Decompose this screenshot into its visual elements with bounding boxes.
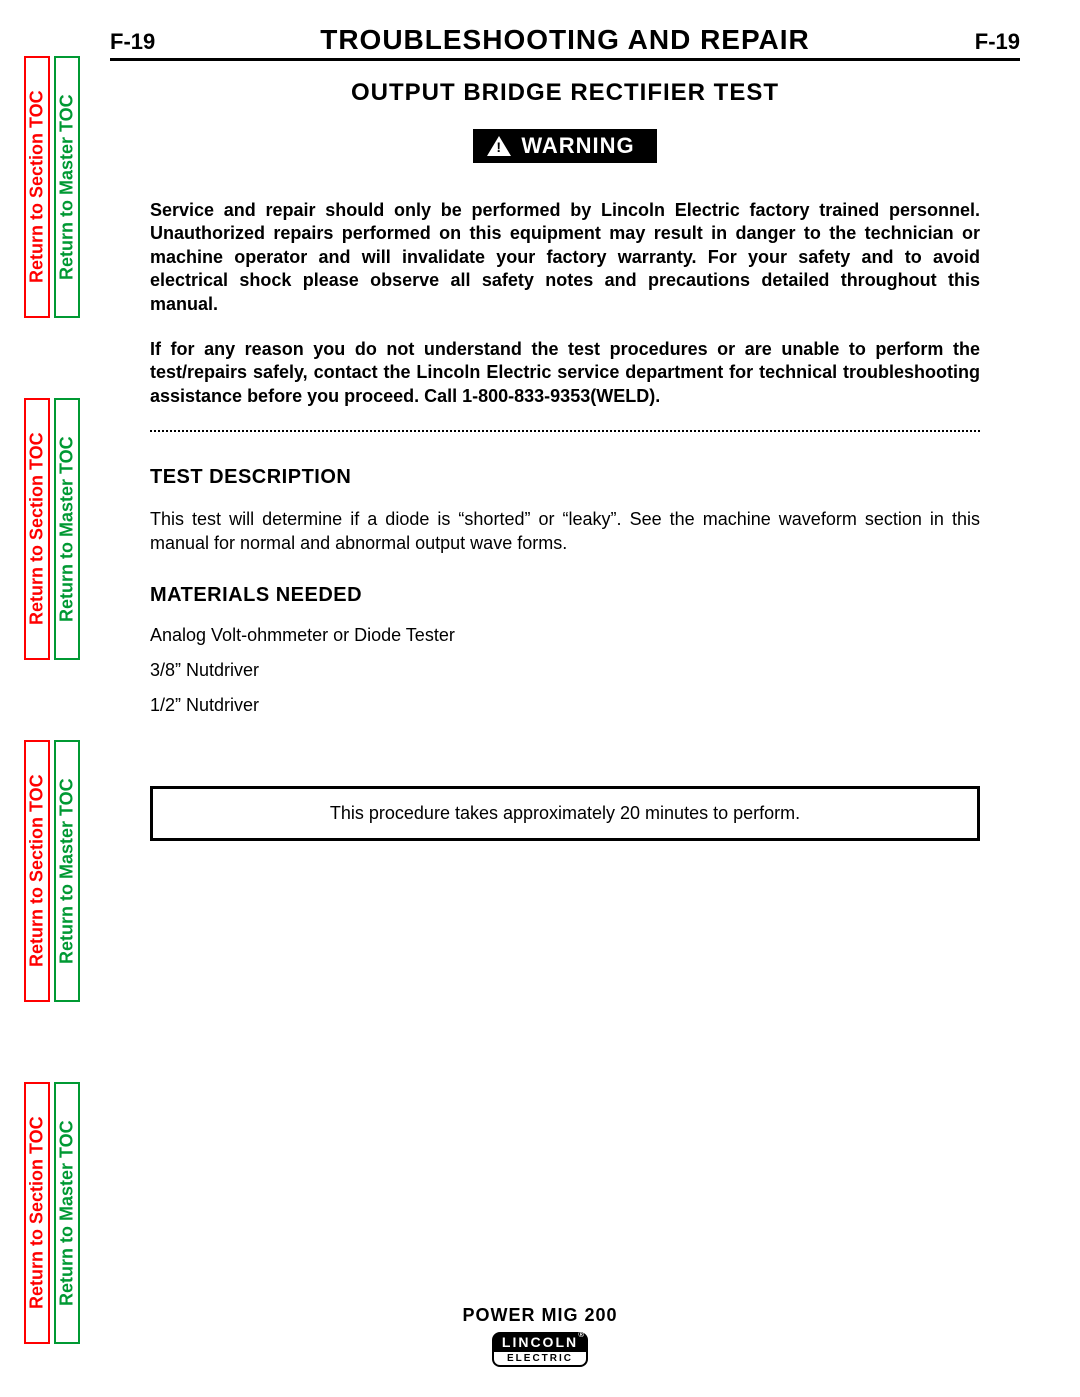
time-note-text: This procedure takes approximately 20 mi… — [330, 803, 800, 823]
warning-banner: WARNING — [473, 129, 656, 163]
warning-paragraph-1: Service and repair should only be perfor… — [150, 199, 980, 316]
logo-top-text: LINCOLN — [502, 1334, 578, 1350]
return-master-toc-2[interactable]: Return to Master TOC — [54, 398, 80, 660]
test-description-heading: TEST DESCRIPTION — [150, 466, 980, 489]
page-header: F-19 TROUBLESHOOTING AND REPAIR F-19 — [110, 24, 1020, 61]
logo-bottom: ELECTRIC — [492, 1352, 588, 1367]
warning-icon — [487, 136, 511, 156]
return-section-toc-3[interactable]: Return to Section TOC — [24, 740, 50, 1002]
warning-label: WARNING — [521, 133, 634, 159]
page: Return to Section TOC Return to Master T… — [0, 0, 1080, 1397]
warning-banner-wrap: WARNING — [110, 129, 1020, 163]
return-master-toc-1[interactable]: Return to Master TOC — [54, 56, 80, 318]
return-section-toc-2[interactable]: Return to Section TOC — [24, 398, 50, 660]
return-section-toc-1[interactable]: Return to Section TOC — [24, 56, 50, 318]
material-item-1: 3/8” Nutdriver — [150, 660, 980, 681]
body: Service and repair should only be perfor… — [110, 199, 1020, 841]
footer-model: POWER MIG 200 — [0, 1305, 1080, 1326]
page-number-left: F-19 — [110, 29, 155, 55]
page-subtitle: OUTPUT BRIDGE RECTIFIER TEST — [110, 79, 1020, 107]
logo-registered: ® — [578, 1330, 586, 1339]
warning-paragraph-2: If for any reason you do not understand … — [150, 338, 980, 408]
page-footer: POWER MIG 200 LINCOLN ® ELECTRIC — [0, 1305, 1080, 1367]
page-number-right: F-19 — [975, 29, 1020, 55]
test-description-text: This test will determine if a diode is “… — [150, 507, 980, 556]
materials-heading: MATERIALS NEEDED — [150, 584, 980, 607]
material-item-0: Analog Volt-ohmmeter or Diode Tester — [150, 625, 980, 646]
side-tabs: Return to Section TOC Return to Master T… — [24, 0, 84, 1397]
time-note-box: This procedure takes approximately 20 mi… — [150, 786, 980, 841]
material-item-2: 1/2” Nutdriver — [150, 695, 980, 716]
dotted-divider — [150, 430, 980, 432]
lincoln-logo: LINCOLN ® ELECTRIC — [492, 1332, 588, 1367]
logo-top: LINCOLN ® — [492, 1332, 588, 1352]
content-area: F-19 TROUBLESHOOTING AND REPAIR F-19 OUT… — [110, 24, 1020, 841]
page-title: TROUBLESHOOTING AND REPAIR — [320, 24, 810, 56]
return-master-toc-3[interactable]: Return to Master TOC — [54, 740, 80, 1002]
